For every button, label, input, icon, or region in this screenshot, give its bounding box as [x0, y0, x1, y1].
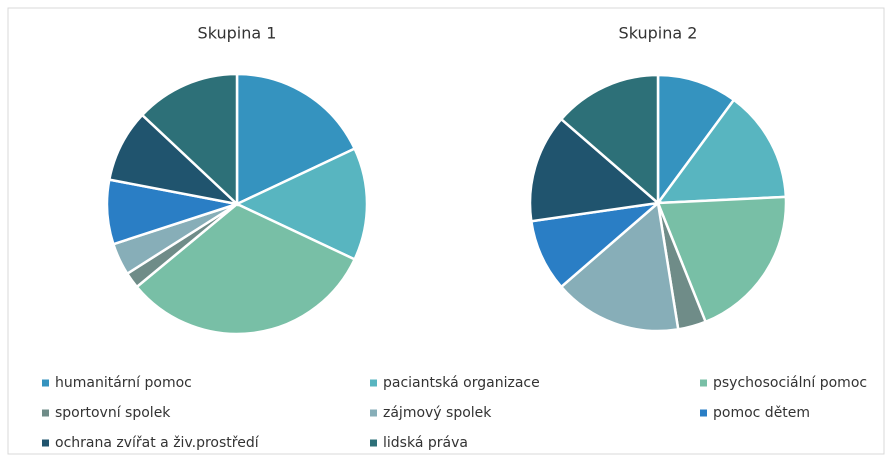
legend-label: psychosociální pomoc — [713, 375, 867, 391]
pie-slice — [528, 117, 661, 223]
chart-title: Skupina 2 — [619, 24, 698, 43]
chart-title: Skupina 1 — [198, 24, 277, 43]
pie-slice — [135, 202, 357, 336]
pie-slice — [235, 72, 357, 206]
legend-swatch — [42, 439, 49, 447]
legend-label: ochrana zvířat a živ.prostředí — [55, 435, 260, 451]
legend-swatch — [370, 409, 377, 417]
pie-slice — [655, 98, 788, 205]
legend-swatch — [42, 409, 49, 417]
legend-swatch — [700, 379, 707, 387]
legend-label: lidská práva — [383, 435, 468, 451]
pie-slice — [656, 195, 788, 324]
legend-label: sportovní spolek — [55, 405, 171, 421]
legend-label: pomoc dětem — [713, 405, 810, 421]
pie-slice — [559, 73, 660, 206]
pie-slice — [559, 200, 680, 333]
pie-slice — [656, 73, 736, 207]
pie-slice — [234, 146, 369, 262]
legend-swatch — [42, 379, 49, 387]
legend-swatch — [700, 409, 707, 417]
pie-slice — [140, 72, 239, 207]
legend-swatch — [370, 379, 377, 387]
legend-label: humanitární pomoc — [55, 375, 192, 391]
legend-label: zájmový spolek — [383, 405, 492, 421]
legend-swatch — [370, 439, 377, 447]
legend-label: paciantská organizace — [383, 375, 540, 391]
